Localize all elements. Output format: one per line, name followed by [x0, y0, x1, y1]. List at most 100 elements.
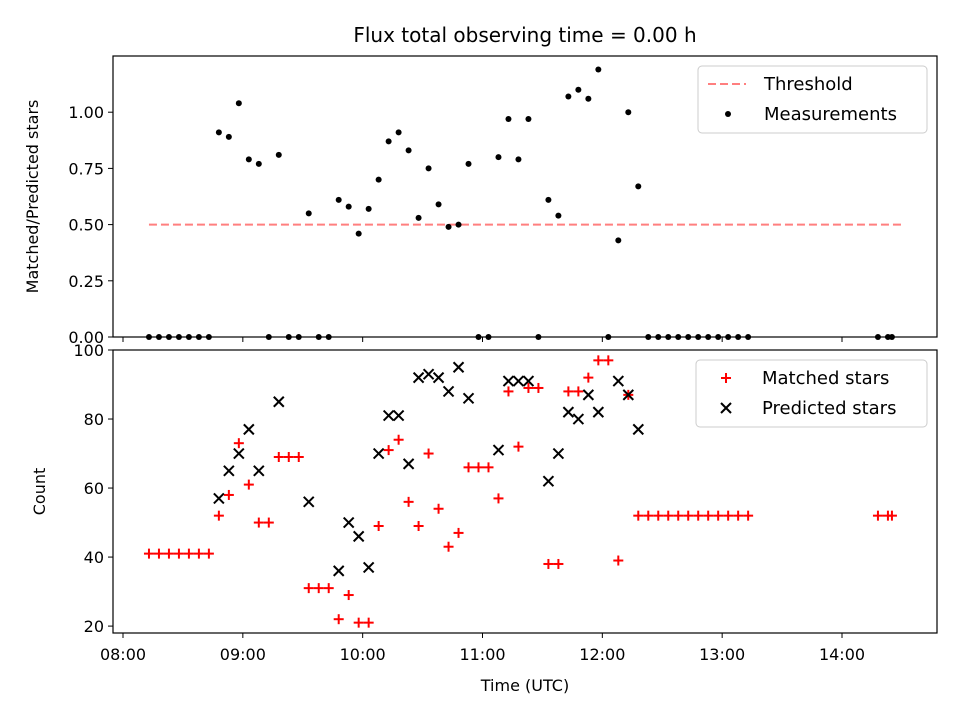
matched-star-point	[413, 521, 424, 532]
predicted-star-point	[422, 368, 435, 380]
x-b	[612, 375, 625, 387]
x-tick-label: 08:00	[100, 645, 146, 664]
x-b	[462, 392, 475, 405]
matched-star-point	[263, 517, 274, 528]
matched-star-point	[373, 521, 384, 532]
legend-label: Threshold	[763, 74, 853, 95]
x-b	[362, 561, 375, 574]
matched-star-point	[563, 386, 574, 397]
measurement-point	[585, 95, 592, 102]
matched-star-point	[343, 590, 354, 601]
matched-star-point	[443, 541, 454, 552]
matched-star-point	[683, 510, 694, 521]
x-tick-label: 13:00	[699, 645, 745, 664]
x-b	[582, 389, 595, 401]
legend-label: Matched stars	[762, 368, 889, 389]
legend-label: Measurements	[764, 104, 897, 125]
measurement-point	[635, 183, 642, 190]
matched-star-point	[173, 548, 184, 559]
legend: Threshold Measurements	[697, 65, 928, 134]
predicted-star-point	[492, 444, 505, 456]
x-b	[372, 447, 385, 460]
legend: Matched stars Predicted stars	[695, 359, 928, 428]
x-b	[522, 375, 535, 387]
y-tick-label: 60	[84, 479, 104, 498]
measurement-point	[545, 196, 552, 203]
predicted-star-point	[402, 458, 415, 470]
predicted-star-point	[552, 447, 565, 460]
predicted-star-point	[382, 409, 395, 422]
x-b	[253, 465, 265, 477]
matched-star-point	[713, 510, 724, 521]
measurement-point	[405, 147, 412, 154]
predicted-star-point	[572, 413, 585, 425]
predicted-star-point	[273, 396, 285, 408]
matched-star-point	[273, 451, 284, 462]
measurement-point	[525, 115, 532, 122]
x-b	[273, 396, 285, 408]
x-b	[432, 371, 445, 384]
measurement-point	[465, 160, 472, 167]
matched-star-point	[583, 372, 594, 383]
matched-star-point	[393, 434, 404, 445]
predicted-star-point	[342, 516, 355, 529]
x-b	[452, 361, 465, 373]
y-tick-label: 0.50	[68, 216, 104, 235]
legend-box	[697, 65, 928, 134]
predicted-star-point	[392, 409, 405, 422]
measurement-point	[355, 230, 362, 237]
legend-box	[695, 359, 928, 428]
x-b	[392, 409, 405, 422]
matched-star-point	[886, 510, 897, 521]
matched-star-point	[293, 451, 304, 462]
measurement-point	[245, 156, 252, 163]
matched-star-point	[323, 583, 334, 594]
matched-star-point	[872, 510, 883, 521]
measurement-point	[395, 129, 402, 136]
matched-star-point	[363, 617, 374, 628]
x-b	[562, 406, 575, 418]
matched-star-point	[723, 510, 734, 521]
y-tick-label: 20	[84, 617, 104, 636]
predicted-star-point	[592, 406, 605, 418]
x-b	[243, 423, 255, 436]
x-b	[442, 385, 455, 398]
measurement-point	[495, 154, 502, 161]
predicted-star-point	[243, 423, 255, 436]
matched-star-point	[303, 583, 314, 594]
predicted-star-point	[432, 371, 445, 384]
measurement-point	[615, 237, 622, 244]
measurement-point	[445, 223, 452, 230]
measurement-point	[565, 93, 572, 100]
predicted-star-point	[442, 385, 455, 398]
x-b	[223, 465, 235, 477]
y-tick-label: 40	[84, 548, 104, 567]
x-b	[592, 406, 605, 418]
predicted-star-point	[502, 375, 515, 387]
x-axis-label: Time (UTC)	[480, 676, 569, 695]
predicted-star-point	[332, 565, 345, 577]
measurement-point	[305, 210, 312, 217]
x-b	[412, 371, 425, 384]
axes-frame	[112, 349, 938, 634]
x-b	[332, 565, 345, 577]
matched-star-point	[483, 462, 494, 473]
measurement-point	[625, 109, 632, 116]
legend-label: Predicted stars	[762, 398, 896, 419]
measurement-point	[515, 156, 522, 163]
predicted-star-point	[632, 423, 644, 436]
y-tick-label: 0.75	[68, 159, 104, 178]
predicted-star-point	[612, 375, 625, 387]
matched-star-point	[553, 558, 564, 569]
predicted-star-point	[223, 465, 235, 477]
y-tick-label: 0.00	[68, 328, 104, 347]
matched-star-point	[253, 517, 264, 528]
matched-star-point	[463, 462, 474, 473]
matched-star-point	[743, 510, 754, 521]
x-b	[622, 389, 635, 401]
predicted-star-point	[362, 561, 375, 574]
x-b	[352, 530, 365, 543]
matched-star-point	[203, 548, 214, 559]
predicted-star-point	[233, 447, 245, 460]
